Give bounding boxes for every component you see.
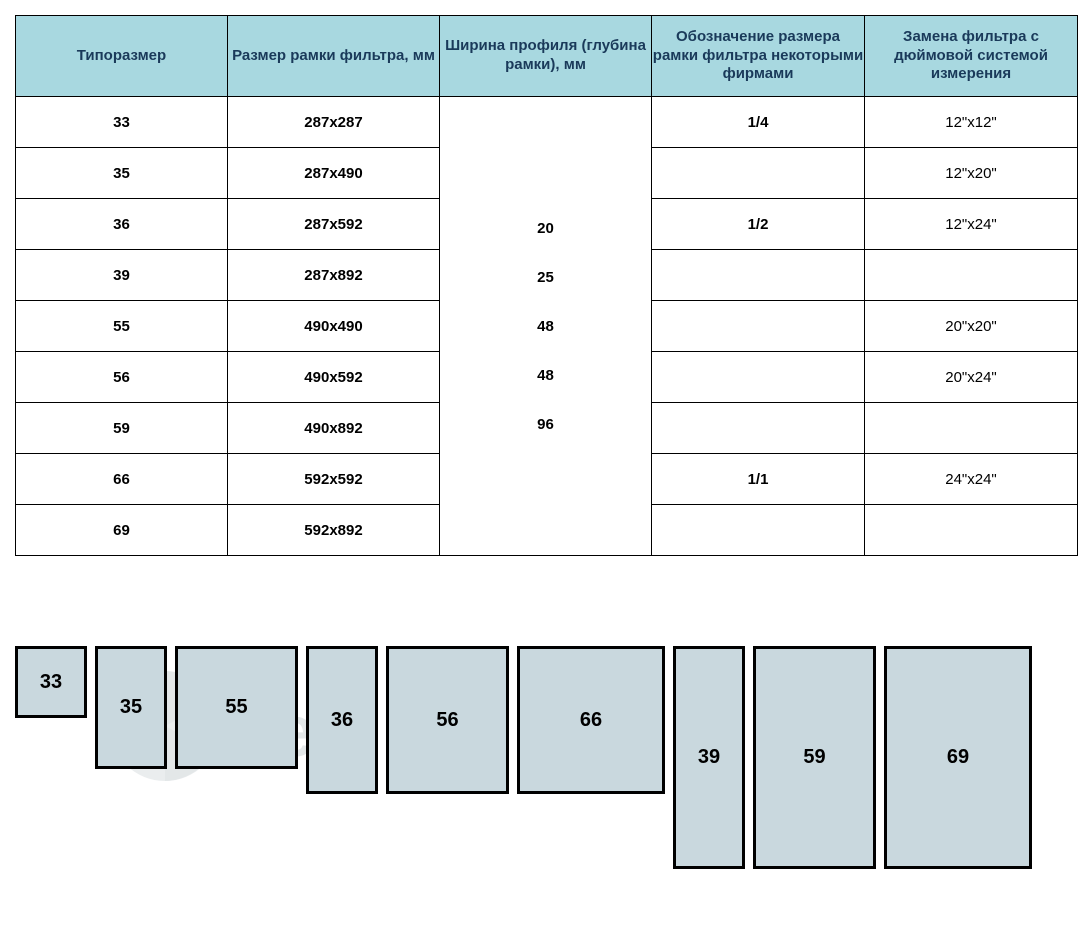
cell-frame: 592x892 xyxy=(228,505,440,556)
table-row: 33 287x287 20 25 48 48 96 1/4 12"x12" xyxy=(16,97,1078,148)
cell-frame: 490x490 xyxy=(228,301,440,352)
cell-size: 56 xyxy=(16,352,228,403)
cell-frame: 287x490 xyxy=(228,148,440,199)
col-header-inch: Замена фильтра с дюймовой системой измер… xyxy=(865,16,1078,97)
cell-frame: 287x892 xyxy=(228,250,440,301)
col-header-frame: Размер рамки фильтра, мм xyxy=(228,16,440,97)
cell-designation: 1/4 xyxy=(652,97,865,148)
cell-inch: 12"x20" xyxy=(865,148,1078,199)
cell-inch: 12"x24" xyxy=(865,199,1078,250)
cell-size: 59 xyxy=(16,403,228,454)
cell-designation xyxy=(652,250,865,301)
cell-frame: 287x592 xyxy=(228,199,440,250)
cell-size: 39 xyxy=(16,250,228,301)
size-shapes-diagram: ven tec 333555365666395969 xyxy=(15,646,1077,926)
size-shape-33: 33 xyxy=(15,646,87,718)
cell-size: 55 xyxy=(16,301,228,352)
profile-val: 20 xyxy=(537,220,554,237)
size-shape-36: 36 xyxy=(306,646,378,794)
cell-designation: 1/1 xyxy=(652,454,865,505)
cell-inch: 24"x24" xyxy=(865,454,1078,505)
filter-size-table: Типоразмер Размер рамки фильтра, мм Шири… xyxy=(15,15,1078,556)
cell-size: 33 xyxy=(16,97,228,148)
cell-size: 66 xyxy=(16,454,228,505)
cell-frame: 287x287 xyxy=(228,97,440,148)
cell-designation xyxy=(652,505,865,556)
size-shape-66: 66 xyxy=(517,646,665,794)
table-header-row: Типоразмер Размер рамки фильтра, мм Шири… xyxy=(16,16,1078,97)
cell-frame: 490x892 xyxy=(228,403,440,454)
cell-frame: 490x592 xyxy=(228,352,440,403)
cell-designation xyxy=(652,148,865,199)
profile-val: 48 xyxy=(537,318,554,335)
size-shape-59: 59 xyxy=(753,646,876,869)
cell-inch: 20"x20" xyxy=(865,301,1078,352)
cell-inch: 12"x12" xyxy=(865,97,1078,148)
size-shape-35: 35 xyxy=(95,646,167,769)
cell-designation: 1/2 xyxy=(652,199,865,250)
cell-inch xyxy=(865,505,1078,556)
cell-designation xyxy=(652,403,865,454)
cell-profile-merged: 20 25 48 48 96 xyxy=(440,97,652,556)
size-shape-39: 39 xyxy=(673,646,745,869)
col-header-size: Типоразмер xyxy=(16,16,228,97)
cell-size: 36 xyxy=(16,199,228,250)
size-shape-55: 55 xyxy=(175,646,298,769)
cell-inch xyxy=(865,403,1078,454)
profile-val: 96 xyxy=(537,416,554,433)
col-header-profile: Ширина профиля (глубина рамки), мм xyxy=(440,16,652,97)
size-shape-56: 56 xyxy=(386,646,509,794)
table-body: 33 287x287 20 25 48 48 96 1/4 12"x12" 35… xyxy=(16,97,1078,556)
cell-size: 69 xyxy=(16,505,228,556)
cell-inch xyxy=(865,250,1078,301)
cell-frame: 592x592 xyxy=(228,454,440,505)
cell-designation xyxy=(652,301,865,352)
cell-size: 35 xyxy=(16,148,228,199)
profile-val: 48 xyxy=(537,367,554,384)
cell-designation xyxy=(652,352,865,403)
col-header-designation: Обозначение размера рамки фильтра некото… xyxy=(652,16,865,97)
cell-inch: 20"x24" xyxy=(865,352,1078,403)
profile-val: 25 xyxy=(537,269,554,286)
size-shape-69: 69 xyxy=(884,646,1032,869)
